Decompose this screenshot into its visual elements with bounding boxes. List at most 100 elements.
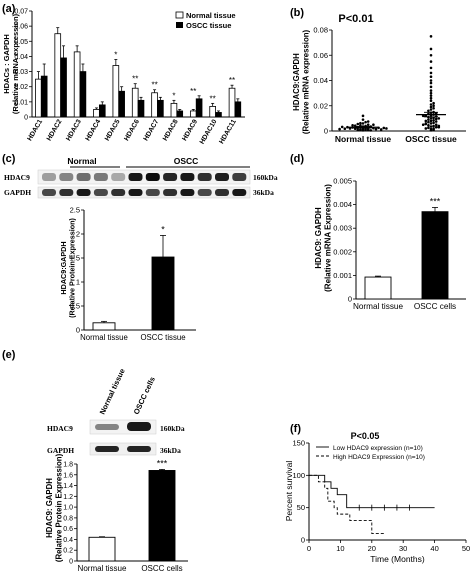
x-tick-label-b: Normal tissue xyxy=(335,134,391,144)
point-b-normal xyxy=(343,127,347,131)
x-tick-label-a: HDAC1 xyxy=(26,118,44,142)
point-b-oscc xyxy=(429,103,433,106)
y-tick-label-a: 0 xyxy=(24,115,28,122)
point-b-oscc xyxy=(432,104,435,108)
y-tick-label-c: 0.5 xyxy=(70,302,80,311)
y-tick-label-a: 0.05 xyxy=(14,39,28,46)
survival-line-f-low xyxy=(309,474,435,509)
point-b-oscc xyxy=(432,124,435,128)
blot-e-band-gapdh-oscc xyxy=(127,446,151,452)
y-axis-label-e: (Relative Protein Expression) xyxy=(54,453,63,562)
blot-c-band-hdac9 xyxy=(197,173,212,181)
blot-e-lane-normal: Normal tissue xyxy=(98,367,127,416)
blot-c-group-oscc: OSCC xyxy=(174,156,199,166)
y-tick-label-e: 1.2 xyxy=(63,494,73,501)
x-tick-label-f: 20 xyxy=(368,544,376,553)
y-tick-label-d: 0.003 xyxy=(333,224,352,233)
point-b-normal xyxy=(359,121,362,125)
point-b-oscc xyxy=(429,81,433,85)
x-tick-label-b: OSCC tissue xyxy=(405,134,457,144)
x-tick-label-e: Normal tissue xyxy=(78,564,127,573)
bar-a-normal xyxy=(151,92,158,118)
significance-c: * xyxy=(161,224,165,234)
point-b-normal xyxy=(356,122,360,126)
x-tick-label-a: HDAC2 xyxy=(46,118,64,142)
point-b-normal xyxy=(382,126,386,130)
point-b-normal xyxy=(359,124,362,127)
point-b-normal xyxy=(366,120,370,123)
point-b-normal xyxy=(366,128,370,132)
point-b-oscc xyxy=(424,119,428,123)
point-b-oscc xyxy=(429,94,433,97)
y-tick-label-c: 1 xyxy=(76,278,80,287)
y-tick-label-c: 0 xyxy=(76,326,80,335)
point-b-normal xyxy=(361,127,365,131)
y-tick-label-a: 0.06 xyxy=(14,24,28,31)
point-b-oscc xyxy=(429,79,433,82)
panel-label-f: (f) xyxy=(290,423,301,435)
y-tick-label-b: 0.08 xyxy=(313,26,328,35)
blot-e-band-hdac9-normal xyxy=(95,424,119,430)
bar-a-normal xyxy=(170,102,178,118)
bar-a-normal xyxy=(54,33,62,118)
point-b-oscc xyxy=(429,85,433,89)
blot-c-band-gapdh xyxy=(93,189,108,196)
bar-a-oscc xyxy=(98,104,106,118)
x-tick-label-a: HDAC6 xyxy=(123,118,141,142)
blot-c-band-hdac9 xyxy=(232,173,247,181)
point-b-oscc xyxy=(429,91,433,95)
point-b-oscc xyxy=(427,120,430,124)
point-b-oscc xyxy=(429,53,433,57)
blot-c-band-hdac9 xyxy=(42,173,56,181)
x-axis-label-f: Time (Months) xyxy=(370,554,425,564)
point-b-oscc xyxy=(432,118,435,122)
blot-c-band-hdac9 xyxy=(111,173,126,181)
point-b-normal xyxy=(372,123,375,126)
pvalue-f: P<0.05 xyxy=(351,431,380,441)
significance-a: ** xyxy=(229,76,235,85)
bar-a-oscc xyxy=(157,99,164,118)
x-tick-label-e: OSCC cells xyxy=(141,564,182,573)
legend-label-f-low: Low HDAC9 expression (n=10) xyxy=(333,445,423,452)
y-axis-label-c: (Relative Protein Expression) xyxy=(68,217,77,317)
significance-a: * xyxy=(114,50,117,59)
point-b-oscc xyxy=(421,123,425,126)
point-b-oscc xyxy=(427,124,430,127)
blot-c-band-hdac9 xyxy=(163,173,178,181)
legend-label-f-high: High HDAC9 Expression (n=10) xyxy=(333,454,425,461)
blot-c-band-hdac9 xyxy=(180,173,195,181)
y-tick-label-e: 0.4 xyxy=(63,537,73,544)
y-tick-label-a: 0.04 xyxy=(14,54,28,61)
x-tick-label-f: 50 xyxy=(462,544,470,553)
bar-e-oscc xyxy=(148,470,176,562)
point-b-oscc xyxy=(434,120,438,123)
point-b-oscc xyxy=(429,66,433,70)
point-b-oscc xyxy=(432,101,435,105)
point-b-oscc xyxy=(429,108,433,111)
point-b-normal xyxy=(338,127,341,131)
blot-c-size-36: 36kDa xyxy=(253,188,274,197)
point-b-oscc xyxy=(427,126,430,130)
point-b-oscc xyxy=(429,119,433,123)
blot-c-gapdh-strip xyxy=(37,186,251,199)
pvalue-b: P<0.01 xyxy=(338,13,373,25)
x-tick-label-a: HDAC4 xyxy=(85,118,103,142)
bar-c-oscc xyxy=(151,256,175,331)
y-axis-label-c: HDAC9:GAPDH xyxy=(59,241,68,294)
x-tick-label-f: 30 xyxy=(399,544,407,553)
bar-a-oscc xyxy=(195,98,203,118)
y-axis-label-b: HDAC9:GAPDH xyxy=(292,53,301,111)
x-tick-label-d: Normal tissue xyxy=(353,302,403,311)
bar-d-oscc xyxy=(421,211,449,300)
blot-c-band-gapdh xyxy=(180,189,195,196)
blot-c-band-gapdh xyxy=(215,189,229,196)
y-tick-label-b: 0 xyxy=(324,127,328,136)
point-b-oscc xyxy=(429,117,433,120)
significance-e: *** xyxy=(157,458,168,468)
y-axis-label-d: HDAC9: GAPDH xyxy=(314,207,323,269)
y-tick-label-e: 0.8 xyxy=(63,515,73,522)
y-axis-label-a: HDACs : GAPDH xyxy=(2,34,11,94)
blot-c-size-160: 160kDa xyxy=(253,173,278,182)
blot-c-band-gapdh xyxy=(232,189,247,196)
y-axis-d: 0 0.001 0.002 0.003 0.004 0.005 xyxy=(333,177,357,304)
